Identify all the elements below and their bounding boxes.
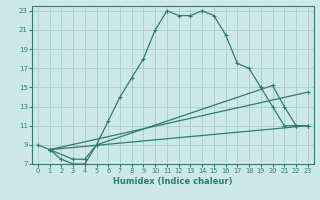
- X-axis label: Humidex (Indice chaleur): Humidex (Indice chaleur): [113, 177, 233, 186]
